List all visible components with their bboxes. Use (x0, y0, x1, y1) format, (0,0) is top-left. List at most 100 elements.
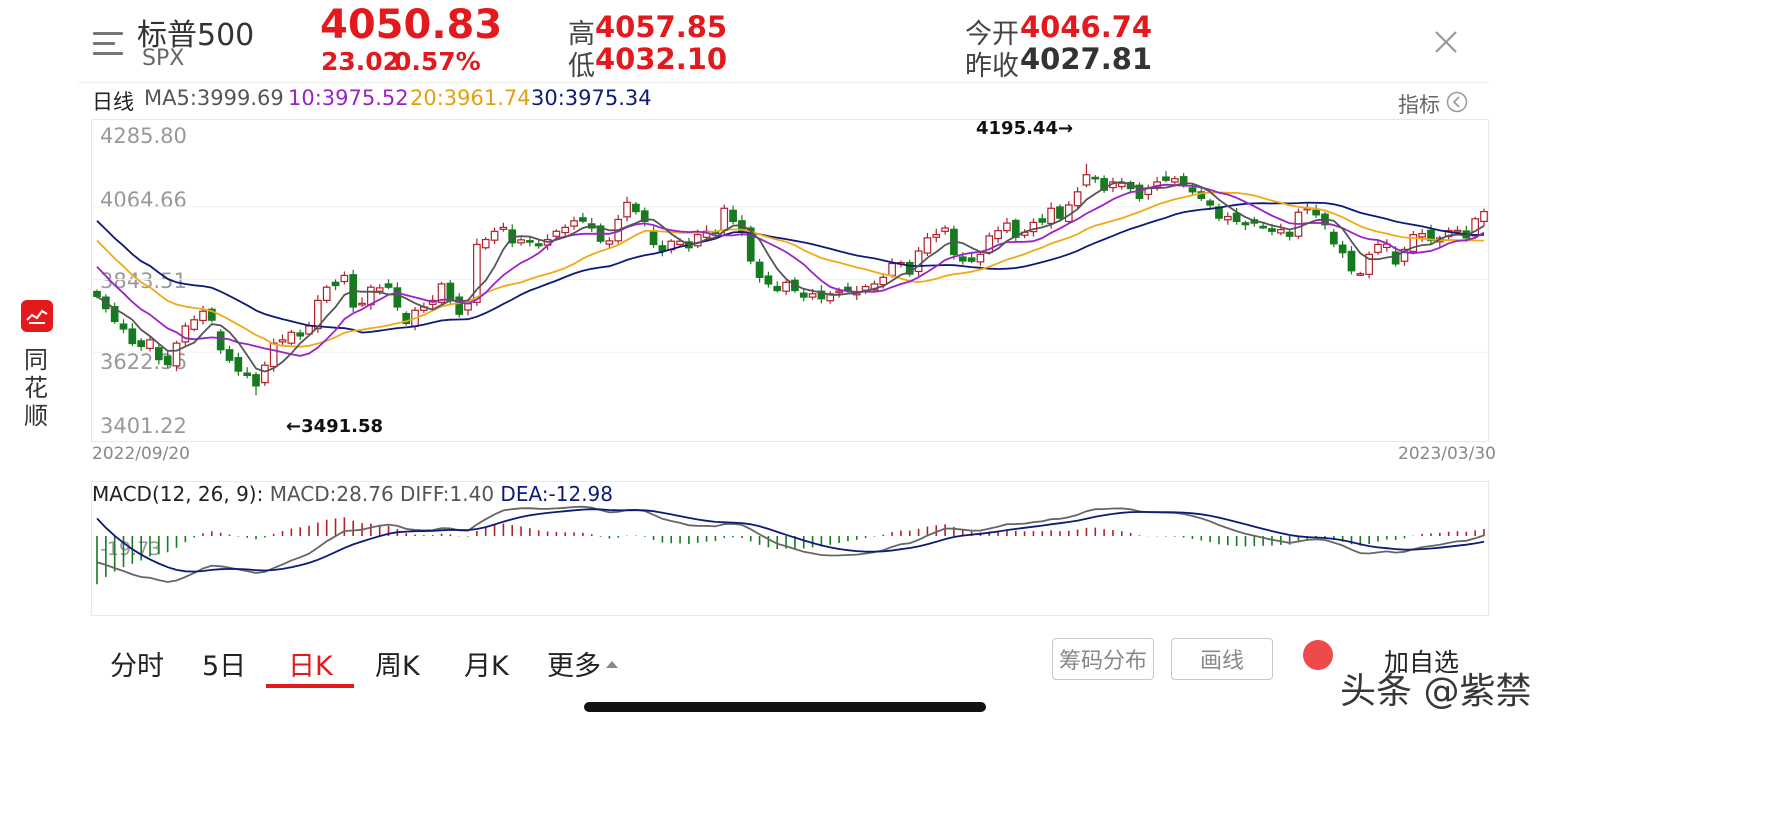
candle (1082, 174, 1091, 186)
candle (1480, 210, 1488, 223)
candle (623, 201, 631, 218)
candle (446, 282, 455, 301)
macd-value: MACD:28.76 (269, 482, 394, 506)
candle (1276, 229, 1285, 234)
low-value: 4032.10 (595, 42, 728, 76)
tab-more[interactable]: 更多 (547, 644, 619, 683)
tab-5day[interactable]: 5日 (202, 651, 247, 682)
candle (119, 323, 128, 330)
candle (393, 287, 402, 308)
candle (1471, 218, 1480, 237)
candle (358, 302, 366, 306)
candle (1365, 253, 1374, 276)
indicator-label: 指标 (1398, 93, 1440, 117)
x-end-date: 2023/03/30 (1398, 444, 1496, 464)
candle (490, 230, 499, 241)
candle (693, 233, 702, 247)
add-watchlist-icon (1303, 640, 1333, 670)
candle (1206, 200, 1214, 206)
prev-close-label: 昨收 (965, 51, 1019, 82)
ma10-line (96, 183, 1485, 357)
candle (1268, 228, 1276, 232)
x-start-date: 2022/09/20 (92, 444, 190, 464)
candle (826, 293, 835, 302)
ma5-label: MA5:3999.69 (144, 86, 284, 110)
menu-icon[interactable] (93, 32, 123, 56)
kline-chart[interactable] (91, 119, 1489, 442)
draw-line-button[interactable]: 画线 (1171, 638, 1273, 680)
candle (1162, 176, 1170, 181)
macd-label: MACD(12, 26, 9): MACD:28.76 DIFF:1.40 DE… (92, 482, 613, 506)
current-price: 4050.83 (320, 2, 503, 48)
candle (163, 355, 172, 366)
candle (1338, 244, 1347, 254)
candle (782, 281, 790, 292)
candle (1038, 218, 1047, 223)
candle (561, 226, 570, 234)
candle (137, 340, 146, 348)
candle (1188, 187, 1197, 193)
candle (905, 261, 914, 275)
candle (1444, 230, 1453, 238)
tab-weekly-k[interactable]: 周K (375, 651, 420, 682)
add-watchlist-button[interactable]: 加自选 (1384, 648, 1460, 677)
tab-monthly-k[interactable]: 月K (464, 651, 509, 682)
candle (835, 290, 843, 294)
close-icon[interactable] (1428, 24, 1464, 60)
candle (914, 250, 923, 273)
chevron-left-circle-icon (1446, 91, 1468, 117)
candle (729, 209, 737, 223)
watermark: 头条 @紫禁 (1340, 671, 1532, 712)
app-name-2: 花 (24, 374, 48, 402)
candle (579, 217, 587, 222)
ma30-label: 30:3975.34 (531, 86, 652, 110)
diff-value: DIFF:1.40 (400, 482, 495, 506)
stock-name: 标普500 (137, 18, 255, 53)
candle (817, 290, 826, 300)
candle (755, 261, 764, 278)
candle (632, 203, 640, 213)
app-logo (21, 300, 53, 332)
period-label: 日线 (92, 90, 134, 114)
candle (243, 372, 252, 376)
ma5-line (96, 180, 1485, 373)
candle (799, 292, 808, 298)
y-tick-label: 3401.22 (100, 414, 187, 438)
ma20-line (96, 191, 1485, 348)
candle (967, 257, 976, 262)
ma20-label: 20:3961.74 (410, 86, 531, 110)
candle (1232, 212, 1241, 223)
candle (658, 245, 667, 252)
candle (93, 290, 101, 298)
tab-intraday[interactable]: 分时 (110, 651, 164, 682)
candle (1347, 250, 1356, 272)
candle (941, 227, 949, 232)
candle (172, 342, 181, 367)
chip-distribution-button[interactable]: 筹码分布 (1052, 638, 1154, 680)
candle (605, 240, 614, 245)
candle (1117, 182, 1126, 188)
price-change-pct: 0.57% (394, 47, 481, 76)
candle (190, 319, 199, 330)
high-label: 高 (568, 19, 595, 50)
tab-more-label: 更多 (547, 651, 601, 682)
price-change: 23.02 (321, 47, 401, 76)
home-indicator (584, 702, 986, 712)
candle (154, 347, 163, 361)
macd-chart[interactable] (91, 481, 1489, 616)
candle (437, 283, 446, 303)
candle (146, 339, 154, 350)
candle (746, 227, 755, 262)
low-label: 低 (568, 51, 595, 82)
indicator-button[interactable]: 指标 (1398, 89, 1468, 119)
candle (1259, 225, 1267, 229)
candle (958, 256, 967, 262)
candle (1418, 233, 1427, 238)
candle (225, 349, 234, 361)
candle (1312, 209, 1320, 216)
candle (1170, 178, 1179, 183)
candle (1285, 231, 1294, 237)
tab-daily-k[interactable]: 日K (288, 651, 333, 682)
candle (1197, 191, 1206, 200)
